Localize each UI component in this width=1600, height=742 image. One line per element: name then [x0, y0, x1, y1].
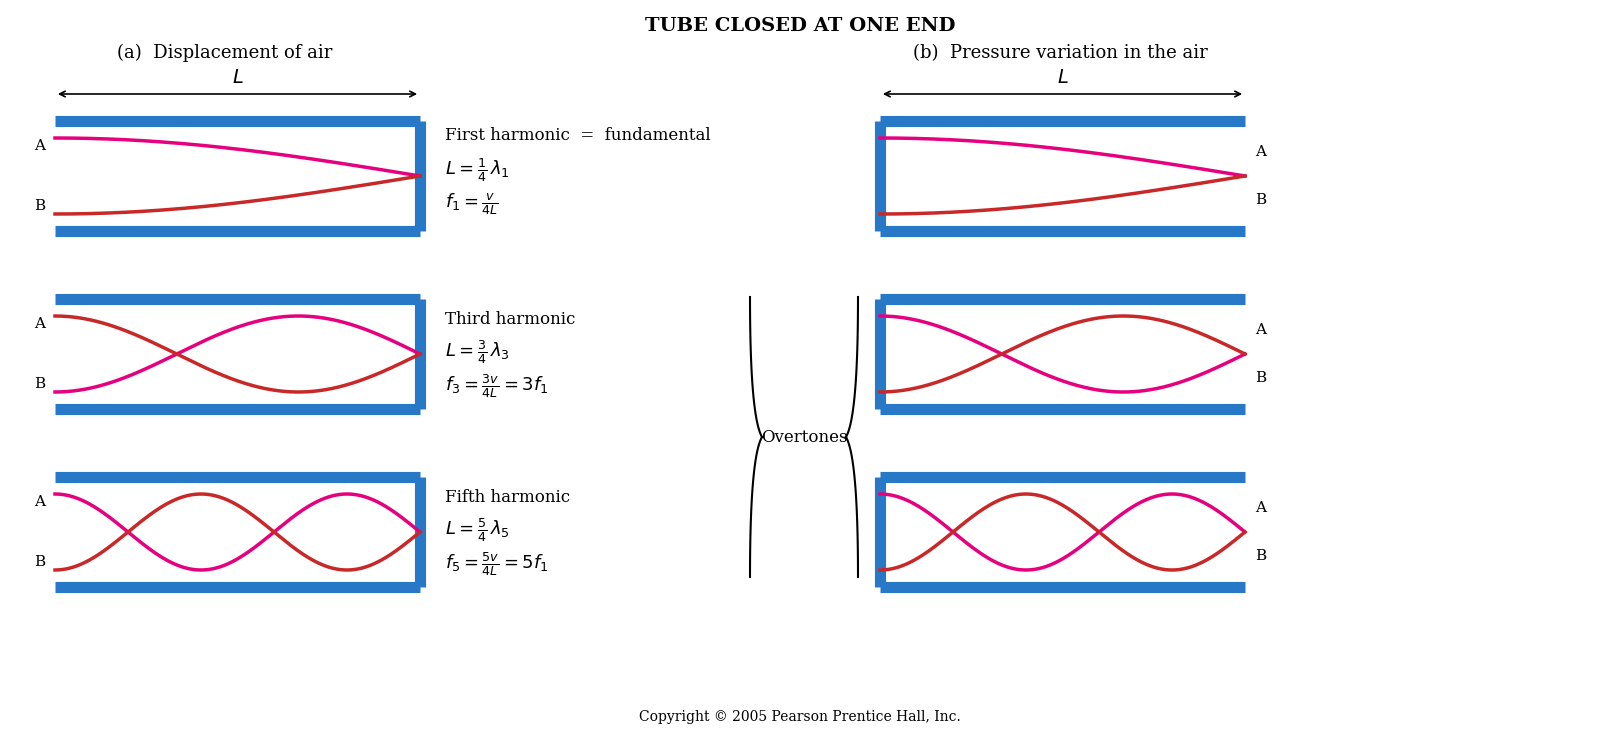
Text: $f_5 = \frac{5v}{4L} = 5f_1$: $f_5 = \frac{5v}{4L} = 5f_1$	[445, 550, 549, 578]
Text: $L = \frac{5}{4}\,\lambda_5$: $L = \frac{5}{4}\,\lambda_5$	[445, 516, 510, 544]
Text: A: A	[34, 139, 45, 154]
Text: $L$: $L$	[232, 69, 243, 87]
Text: B: B	[1254, 549, 1266, 563]
Text: A: A	[1254, 501, 1266, 515]
Text: $L = \frac{1}{4}\,\lambda_1$: $L = \frac{1}{4}\,\lambda_1$	[445, 156, 510, 184]
Text: A: A	[34, 496, 45, 509]
Text: First harmonic  =  fundamental: First harmonic = fundamental	[445, 126, 710, 143]
Text: $L = \frac{3}{4}\,\lambda_3$: $L = \frac{3}{4}\,\lambda_3$	[445, 338, 510, 366]
Text: B: B	[34, 199, 45, 213]
Text: $f_1 = \frac{v}{4L}$: $f_1 = \frac{v}{4L}$	[445, 191, 499, 217]
Text: B: B	[1254, 193, 1266, 207]
Text: A: A	[34, 318, 45, 331]
Text: $f_3 = \frac{3v}{4L} = 3f_1$: $f_3 = \frac{3v}{4L} = 3f_1$	[445, 372, 549, 400]
Text: (a)  Displacement of air: (a) Displacement of air	[117, 44, 333, 62]
Text: (b)  Pressure variation in the air: (b) Pressure variation in the air	[912, 44, 1208, 62]
Text: B: B	[34, 377, 45, 391]
Text: A: A	[1254, 145, 1266, 159]
Text: Third harmonic: Third harmonic	[445, 312, 576, 329]
Text: Copyright © 2005 Pearson Prentice Hall, Inc.: Copyright © 2005 Pearson Prentice Hall, …	[638, 710, 962, 724]
Text: $L$: $L$	[1056, 69, 1069, 87]
Text: Fifth harmonic: Fifth harmonic	[445, 490, 570, 507]
Text: TUBE CLOSED AT ONE END: TUBE CLOSED AT ONE END	[645, 17, 955, 35]
Text: B: B	[34, 555, 45, 568]
Text: B: B	[1254, 371, 1266, 385]
Text: A: A	[1254, 323, 1266, 337]
Text: Overtones: Overtones	[760, 428, 848, 445]
